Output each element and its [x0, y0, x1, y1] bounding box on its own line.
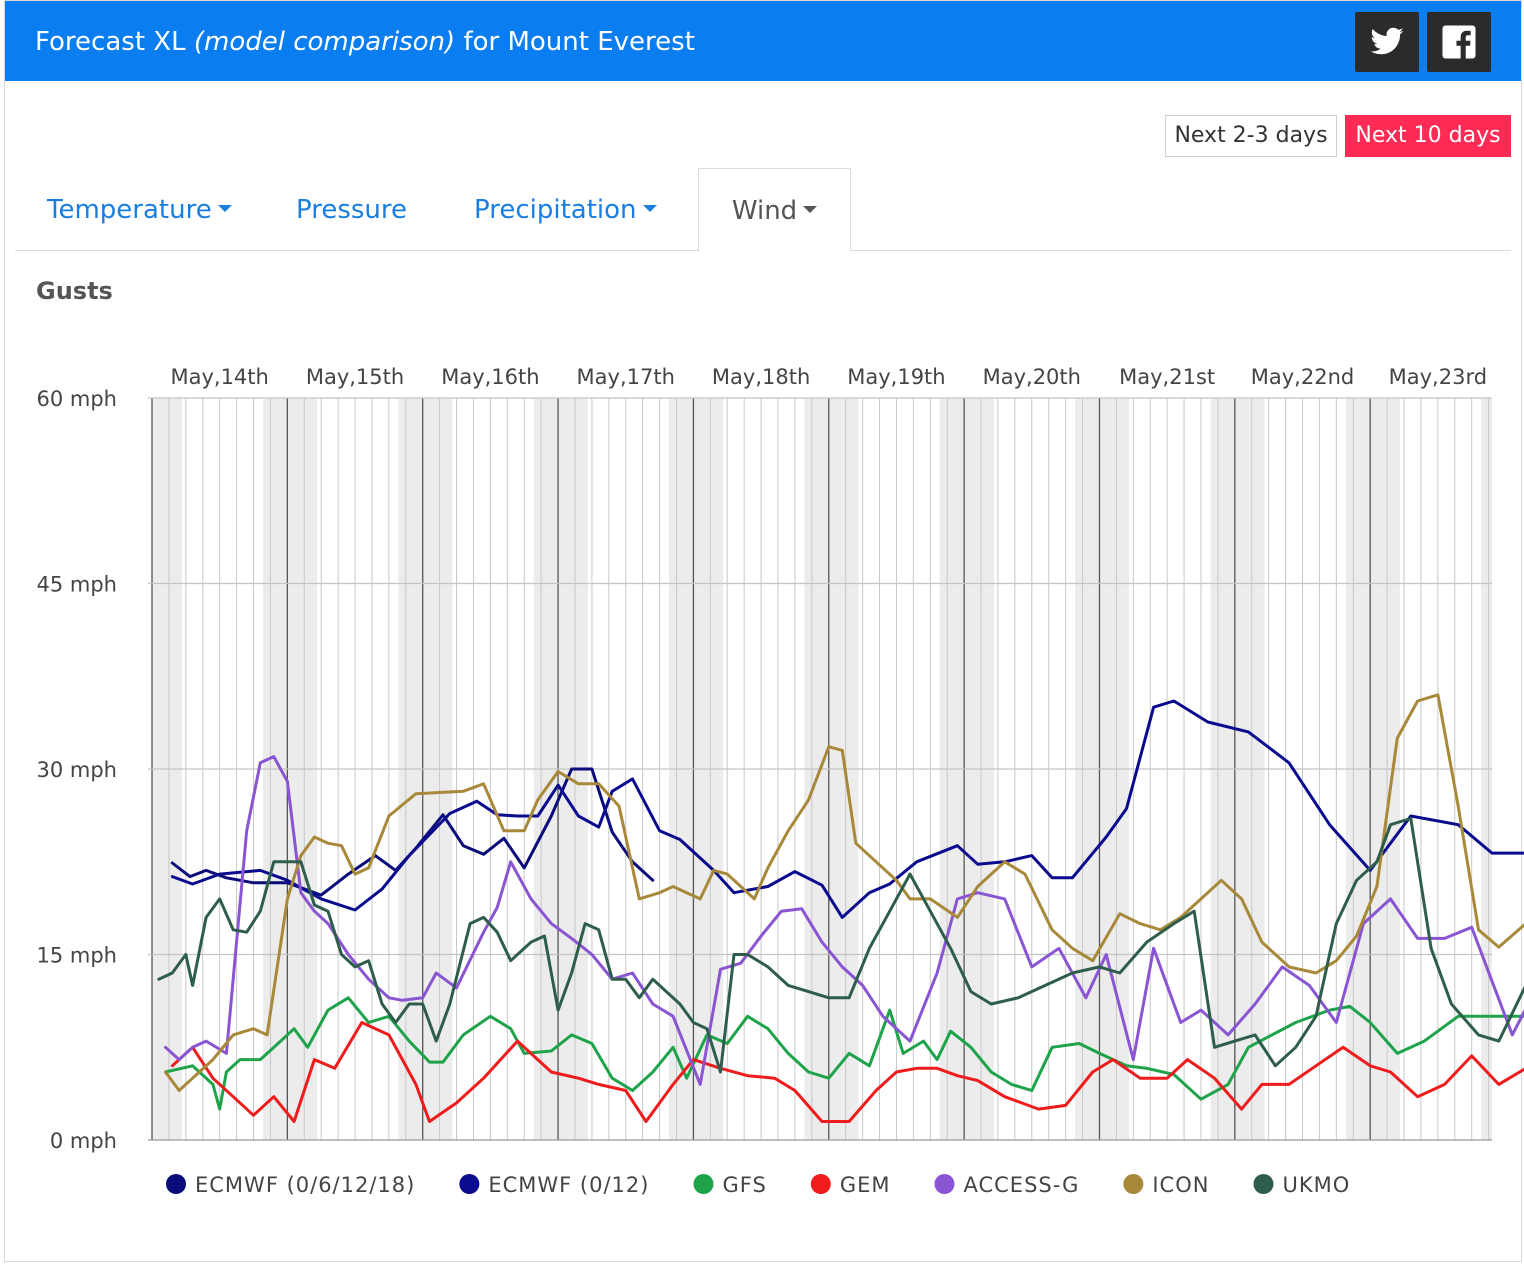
legend-marker [693, 1174, 714, 1194]
series-line [170, 699, 1524, 919]
legend-marker [459, 1174, 480, 1194]
series-line [164, 755, 1524, 1086]
tab-temperature[interactable]: Temperature [47, 168, 232, 251]
header-bar: Forecast XL (model comparison) for Mount… [5, 1, 1521, 81]
legend-marker [1253, 1174, 1274, 1194]
x-tick-label: May,14th [170, 365, 268, 389]
legend-item: ACCESS-G [934, 1173, 1079, 1197]
tab-precipitation[interactable]: Precipitation [474, 168, 657, 251]
tab-pressure[interactable]: Pressure [296, 168, 407, 251]
x-tick-label: May,16th [441, 365, 539, 389]
series-line [164, 693, 1524, 1092]
tab-wind[interactable]: Wind [698, 168, 851, 252]
y-tick-label: 45 mph [37, 573, 118, 597]
legend-item: ECMWF (0/6/12/18) [166, 1173, 415, 1197]
chevron-down-icon [217, 205, 232, 212]
series-lines [157, 693, 1524, 1123]
legend-item: UKMO [1253, 1173, 1350, 1197]
legend-marker [1123, 1174, 1144, 1194]
twitter-share-button[interactable] [1355, 12, 1419, 72]
x-tick-label: May,15th [306, 365, 404, 389]
facebook-share-button[interactable] [1427, 12, 1491, 72]
title-italic: (model comparison) [193, 27, 456, 57]
x-axis-labels: May,14th May,15th May,16th May,17th May,18th… [170, 365, 1487, 389]
x-tick-label: May,19th [847, 365, 945, 389]
x-tick-label: May,23rd [1389, 365, 1487, 389]
x-tick-label: May,20th [983, 365, 1081, 389]
legend-label: GEM [840, 1173, 891, 1197]
x-tick-label: May,17th [577, 365, 675, 389]
legend-label: ECMWF (0/12) [488, 1173, 649, 1197]
y-tick-label: 0 mph [50, 1129, 117, 1153]
tab-temperature-label: Temperature [47, 195, 212, 225]
tab-pressure-label: Pressure [296, 195, 408, 225]
x-tick-label: May,22nd [1251, 365, 1354, 389]
legend-marker [810, 1174, 831, 1194]
legend-marker [934, 1174, 955, 1194]
legend: ECMWF (0/6/12/18) ECMWF (0/12) GFS GEM ACCES… [166, 1173, 1350, 1197]
facebook-icon [1442, 25, 1476, 59]
next-2-3-days-button[interactable]: Next 2-3 days [1165, 115, 1337, 157]
series-line [164, 996, 1524, 1111]
wind-tabs: Temperature Pressure Precipitation Wind [15, 168, 1511, 252]
next-10-days-button[interactable]: Next 10 days [1345, 115, 1511, 157]
chevron-down-icon [803, 206, 818, 213]
section-title: Gusts [36, 277, 113, 305]
legend-label: ACCESS-G [963, 1173, 1079, 1197]
twitter-icon [1370, 27, 1404, 55]
legend-label: ECMWF (0/6/12/18) [195, 1173, 415, 1197]
y-tick-label: 60 mph [37, 387, 118, 411]
series-line [170, 767, 655, 897]
tab-wind-label: Wind [731, 196, 798, 226]
title-suffix: for Mount Everest [463, 27, 695, 57]
legend-item: ECMWF (0/12) [459, 1173, 649, 1197]
title-prefix: Forecast XL [35, 27, 186, 57]
y-tick-label: 15 mph [37, 944, 118, 968]
page-title: Forecast XL (model comparison) for Mount… [35, 27, 695, 57]
series-line [170, 1021, 1524, 1123]
x-tick-label: May,21st [1119, 365, 1215, 389]
x-tick-label: May,18th [712, 365, 810, 389]
chevron-down-icon [642, 205, 657, 212]
legend-label: ICON [1152, 1173, 1209, 1197]
legend-item: ICON [1123, 1173, 1209, 1197]
legend-label: GFS [722, 1173, 766, 1197]
y-axis-labels: 0 mph 15 mph 30 mph 45 mph 60 mph [37, 387, 118, 1153]
tab-precipitation-label: Precipitation [474, 195, 637, 225]
legend-item: GEM [810, 1173, 891, 1197]
series-line [157, 817, 1524, 1074]
legend-label: UKMO [1282, 1173, 1350, 1197]
y-tick-label: 30 mph [37, 758, 118, 782]
legend-marker [166, 1174, 186, 1194]
legend-item: GFS [693, 1173, 766, 1197]
